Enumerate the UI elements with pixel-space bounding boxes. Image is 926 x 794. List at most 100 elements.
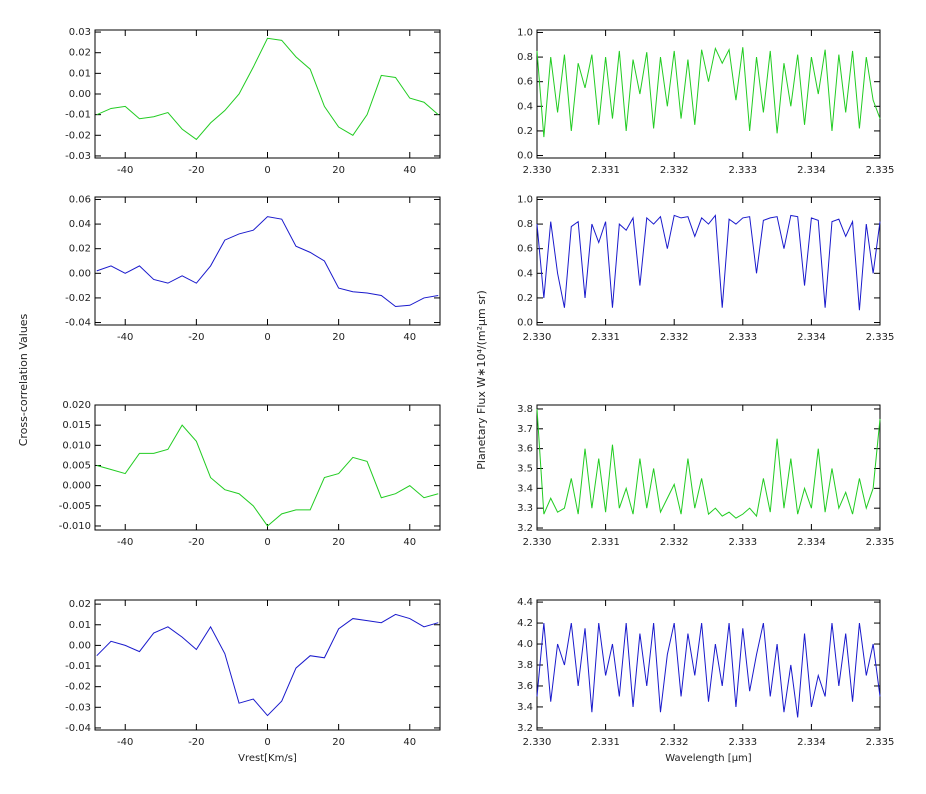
y-tick-label: -0.01 [65,661,91,672]
plot-frame [94,599,441,731]
y-tick-label: -0.010 [59,521,91,532]
y-tick-label: 0.2 [517,126,533,137]
y-tick-label: 0.8 [517,52,533,63]
x-tick-label: 2.331 [591,737,620,748]
y-axis-label: Planetary Flux W∗10⁴/(m²μm sr) [475,290,488,470]
y-tick-label: 0.2 [517,293,533,304]
x-tick-label: 0 [264,332,270,343]
x-axis-label: Vrest[Km/s] [238,753,297,764]
x-tick-label: 2.332 [660,537,689,548]
x-tick-label: 2.330 [523,165,552,176]
x-tick-label: 40 [403,165,416,176]
y-tick-label: 0.000 [62,481,91,492]
x-tick-label: 2.330 [523,537,552,548]
y-tick-label: -0.02 [65,130,91,141]
y-tick-label: 4.0 [517,639,533,650]
y-tick-label: 3.8 [517,660,533,671]
data-line [536,214,881,311]
x-tick-label: 2.334 [797,165,826,176]
y-tick-label: -0.04 [65,723,91,734]
x-tick-label: 2.334 [797,332,826,343]
x-tick-label: 2.333 [728,737,757,748]
x-tick-label: 2.331 [591,332,620,343]
y-tick-label: 0.00 [69,640,91,651]
x-axis-label: Wavelength [μm] [665,753,752,764]
y-tick-label: 0.8 [517,219,533,230]
data-line [96,37,439,141]
y-tick-label: 3.6 [517,681,533,692]
x-tick-label: 0 [264,537,270,548]
y-tick-label: 0.0 [517,151,533,162]
x-tick-label: 2.335 [866,165,895,176]
plot-frame [536,29,881,159]
x-tick-label: 0 [264,165,270,176]
y-tick-label: 0.00 [69,89,91,100]
x-tick-label: -40 [117,737,133,748]
y-tick-label: 0.00 [69,268,91,279]
data-line [536,408,881,519]
x-tick-label: 2.333 [728,332,757,343]
y-tick-label: 3.3 [517,503,533,514]
y-tick-label: 0.01 [69,620,91,631]
y-tick-label: 0.02 [69,599,91,610]
x-tick-label: -20 [188,537,204,548]
y-tick-label: -0.03 [65,702,91,713]
y-tick-label: -0.02 [65,293,91,304]
x-tick-label: 20 [332,332,345,343]
y-tick-label: 1.0 [517,27,533,38]
x-tick-label: -40 [117,537,133,548]
y-tick-label: 4.4 [517,597,533,608]
x-tick-label: 20 [332,165,345,176]
y-tick-label: 3.7 [517,424,533,435]
y-tick-label: -0.005 [59,501,91,512]
y-tick-label: 0.04 [69,219,91,230]
y-tick-label: 0.06 [69,194,91,205]
data-line [96,613,439,717]
y-tick-label: 0.03 [69,27,91,38]
y-tick-label: 3.2 [517,523,533,534]
x-tick-label: 2.330 [523,332,552,343]
x-tick-label: -20 [188,737,204,748]
x-tick-label: 40 [403,332,416,343]
y-tick-label: 0.020 [62,400,91,411]
x-tick-label: 20 [332,537,345,548]
x-tick-label: 2.333 [728,537,757,548]
data-line [96,424,439,527]
x-tick-label: 2.330 [523,737,552,748]
x-tick-label: 2.332 [660,165,689,176]
y-tick-label: 0.02 [69,244,91,255]
x-tick-label: 2.335 [866,737,895,748]
y-tick-label: 1.0 [517,194,533,205]
y-tick-label: 4.2 [517,618,533,629]
x-tick-label: 2.332 [660,737,689,748]
x-tick-label: -40 [117,165,133,176]
y-tick-label: 0.6 [517,77,533,88]
x-tick-label: -20 [188,165,204,176]
x-tick-label: 2.334 [797,537,826,548]
y-tick-label: 0.005 [62,460,91,471]
y-tick-label: 3.8 [517,404,533,415]
plot-frame [94,29,441,159]
y-tick-label: 3.5 [517,463,533,474]
x-tick-label: 2.335 [866,537,895,548]
x-tick-label: 2.331 [591,537,620,548]
y-tick-label: 0.015 [62,420,91,431]
y-tick-label: 0.010 [62,440,91,451]
x-tick-label: 40 [403,537,416,548]
y-tick-label: 3.6 [517,444,533,455]
y-tick-label: -0.02 [65,682,91,693]
x-tick-label: -20 [188,332,204,343]
x-tick-label: 20 [332,737,345,748]
y-tick-label: 0.4 [517,101,533,112]
y-tick-label: 0.01 [69,68,91,79]
y-tick-label: 0.02 [69,48,91,59]
y-tick-label: 0.4 [517,268,533,279]
plot-frame [536,404,881,531]
data-line [96,216,439,308]
plot-frame [536,196,881,326]
y-tick-label: 3.4 [517,702,533,713]
data-line [536,46,881,138]
x-tick-label: 2.331 [591,165,620,176]
y-tick-label: 3.2 [517,723,533,734]
